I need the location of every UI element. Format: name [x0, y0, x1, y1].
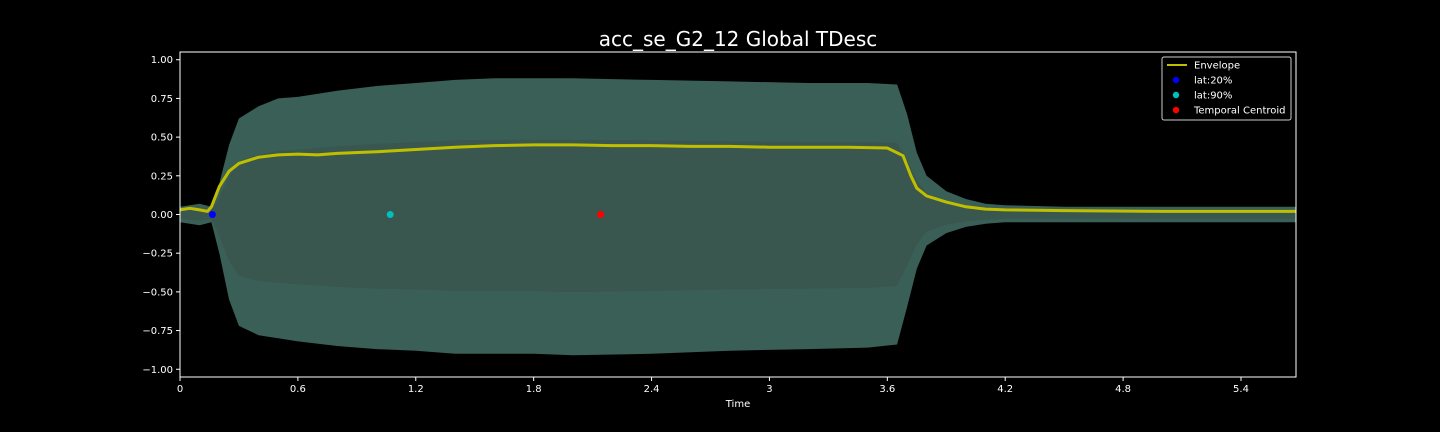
y-axis: 1.00 0.75 0.50 0.25 0.00 −0.25 −0.50 −0.75 −1.00: [142, 55, 180, 376]
waveform-core: [180, 139, 1296, 292]
plot-area: [179, 78, 1296, 356]
y-tick-label: −0.50: [142, 287, 173, 298]
legend-label: lat:20%: [1194, 76, 1232, 87]
legend-dot-swatch: [1172, 76, 1180, 84]
y-tick-label: 0.25: [151, 171, 173, 182]
x-tick-label: 1.2: [408, 384, 424, 395]
marker-point-1: [386, 211, 394, 218]
legend-box: [1161, 56, 1292, 121]
y-tick-label: 0.75: [151, 94, 173, 105]
legend-dot-swatch: [1172, 91, 1180, 99]
y-tick-label: −1.00: [142, 365, 173, 376]
y-tick-label: 1.00: [151, 55, 173, 66]
x-tick-label: 0.6: [290, 384, 306, 395]
chart-title: acc_se_G2_12 Global TDesc: [599, 27, 878, 51]
x-tick-label: 4.2: [997, 384, 1013, 395]
legend: Envelope lat:20% lat:90% Temporal Centroid: [1161, 56, 1292, 121]
y-tick-label: −0.75: [142, 326, 173, 337]
x-tick-label: 3: [766, 384, 772, 395]
y-tick-label: 0.50: [151, 133, 173, 144]
y-tick-label: −0.25: [142, 249, 173, 260]
legend-dot-swatch: [1172, 106, 1180, 114]
x-tick-label: 3.6: [879, 384, 895, 395]
x-tick-label: 0: [177, 384, 183, 395]
x-axis: 0 0.6 1.2 1.8 2.4 3 3.6 4.2 4.8 5.4: [177, 377, 1249, 395]
axes-frame: [179, 51, 1297, 378]
x-axis-label: Time: [725, 399, 750, 410]
legend-label: lat:90%: [1194, 91, 1232, 102]
x-tick-label: 1.8: [526, 384, 542, 395]
series-line-envelope: [179, 143, 1296, 213]
marker-point-0: [208, 211, 216, 218]
y-tick-label: 0.00: [151, 210, 173, 221]
marker-point-2: [597, 211, 604, 218]
legend-label: Temporal Centroid: [1193, 106, 1286, 117]
x-tick-label: 4.8: [1115, 384, 1131, 395]
x-tick-label: 2.4: [644, 384, 660, 395]
legend-label: Envelope: [1194, 61, 1240, 72]
x-tick-label: 5.4: [1233, 384, 1249, 395]
